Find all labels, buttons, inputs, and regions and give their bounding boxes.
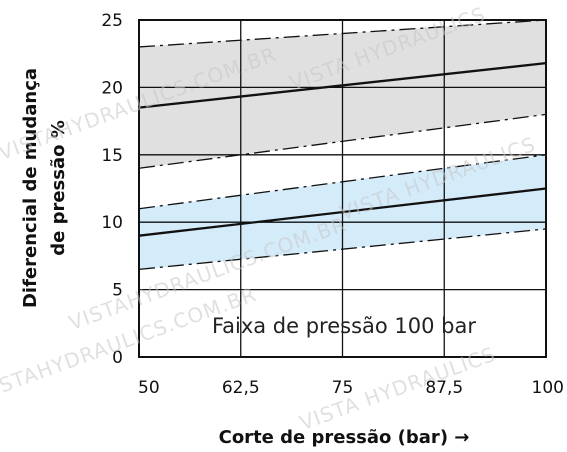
- x-tick-label: 87,5: [425, 378, 463, 398]
- x-tick-label: 50: [138, 378, 160, 398]
- x-tick-label: 62,5: [222, 378, 260, 398]
- band-2-center-line: [138, 187, 547, 237]
- range-annotation: Faixa de pressão 100 bar: [212, 314, 476, 338]
- band-1-center-line: [138, 61, 547, 109]
- y-tick-label: 5: [112, 281, 123, 301]
- plot-frame: [138, 19, 547, 358]
- y-tick-label: 25: [101, 11, 123, 31]
- x-tick-label: 75: [332, 378, 354, 398]
- x-tick-label: 100: [532, 378, 564, 398]
- series-layer: [138, 19, 547, 271]
- band-2-upper-line: [138, 154, 547, 210]
- grid-layer: [139, 20, 546, 357]
- tick-layer: 50 62,5 75 87,5 100 0 5 10 15 20 25: [101, 11, 564, 398]
- y-tick-label: 20: [101, 78, 123, 98]
- y-tick-label: 0: [112, 348, 123, 368]
- band-1-lower-line: [138, 113, 547, 169]
- label-layer: Faixa de pressão 100 bar Corte de pressã…: [20, 68, 476, 448]
- y-axis-title-line-2: de pressão %: [48, 120, 69, 256]
- watermark-text: VISTA HYDRAULICS: [296, 342, 498, 435]
- band-1-upper-line: [138, 19, 547, 48]
- y-axis-title-line-1: Diferencial de mudança: [20, 68, 41, 308]
- x-axis-title: Corte de pressão (bar) →: [219, 427, 470, 448]
- band-2-lower-line: [138, 228, 547, 271]
- y-tick-label: 10: [101, 213, 123, 233]
- y-tick-label: 15: [101, 146, 123, 166]
